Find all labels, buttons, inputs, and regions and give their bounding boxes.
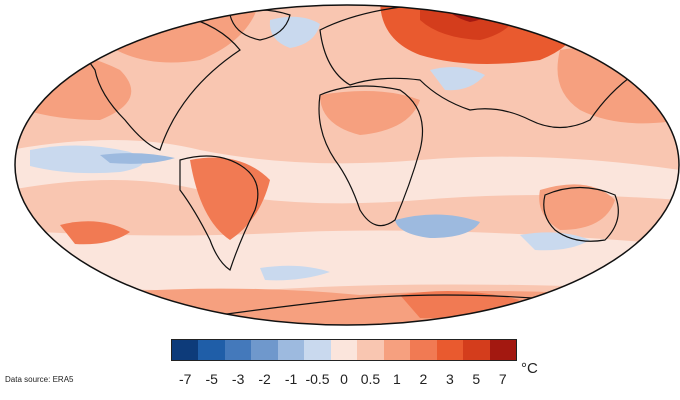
colorbar-swatch [436,340,464,360]
colorbar-swatch [198,340,225,360]
anomaly-region [430,66,485,91]
anomaly-region [320,91,420,135]
anomaly-field [15,5,679,325]
colorbar-tick-label: -1 [284,371,298,387]
colorbar-tick-label: -7 [178,371,192,387]
colorbar-tick-label: -2 [258,371,271,387]
colorbar-swatch [357,340,384,360]
anomaly-region [30,145,143,174]
anomaly-region [15,230,679,291]
colorbar [171,339,517,361]
anomaly-region [100,153,175,164]
colorbar-unit: °C [521,360,538,377]
colorbar-swatch [277,340,305,360]
anomaly-region [15,288,679,325]
continent-australia [543,186,619,242]
colorbar-tick-label: 1 [393,371,401,387]
colorbar-swatch [410,340,437,360]
colorbar-tick-label: 0.5 [360,371,381,387]
data-source-note: Data source: ERA5 [5,375,74,384]
colorbar-swatch [463,340,490,360]
colorbar-tick-labels: -7 -5 -3 -2 -1 -0.5 0 0.5 1 2 3 5 7 [171,371,517,389]
colorbar-tick-label: 7 [498,371,507,387]
continent-south-america [179,155,259,271]
anomaly-region [400,291,520,319]
colorbar-swatch [172,340,199,360]
colorbar-tick-label: 3 [445,371,454,387]
continent-africa [318,85,424,227]
colorbar-tick-label: -3 [231,371,245,387]
colorbar-tick-label: 0 [340,371,348,387]
anomaly-region [269,16,320,48]
anomaly-region [520,232,590,251]
colorbar-tick-label: -0.5 [305,371,330,387]
colorbar-tick-label: 2 [419,371,428,387]
anomaly-region [395,214,480,238]
anomaly-region [260,265,330,281]
colorbar-swatch [224,340,252,360]
anomaly-region [60,221,130,245]
colorbar-swatch [251,340,278,360]
colorbar-tick-label: -5 [205,371,218,387]
anomaly-region [539,184,615,230]
colorbar-swatch [304,340,331,360]
colorbar-swatch [330,340,358,360]
globe-outline [14,4,680,326]
colorbar-swatch [383,340,411,360]
colorbar-bar [171,339,517,361]
anomaly-region [15,140,679,204]
colorbar-swatch [489,340,517,360]
colorbar-tick-label: 5 [472,371,481,387]
